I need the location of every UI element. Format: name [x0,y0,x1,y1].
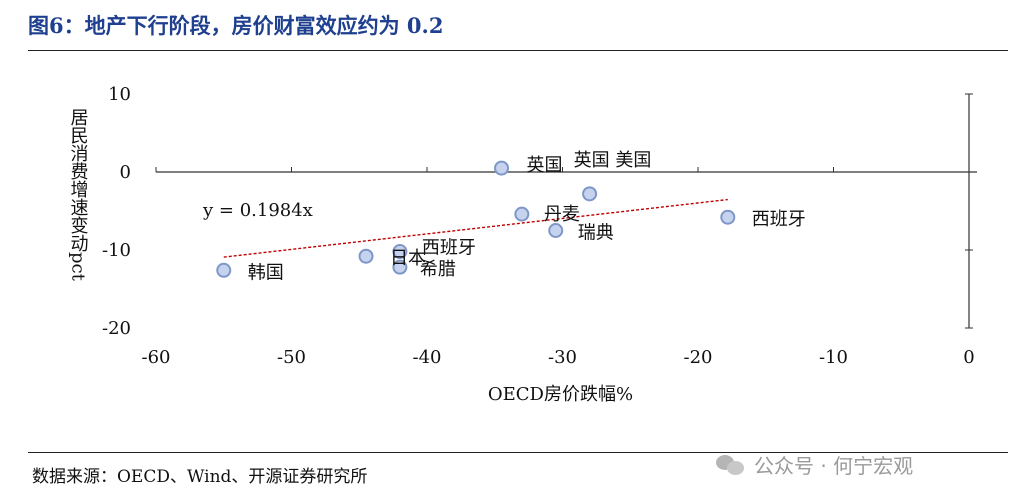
y-tick-label: -10 [102,240,131,261]
wechat-icon [716,453,746,477]
data-point [358,248,374,264]
x-tick-label: -50 [277,347,306,368]
scatter-chart: 10 0 -10 -20 -60 -50 -40 -30 -20 -10 0 OECD房价跌幅% 居民消… [68,84,977,405]
data-point [494,160,510,176]
point-label: 丹麦 [544,204,580,225]
data-point [216,262,232,278]
point-label: 希腊 [420,259,456,280]
data-point [720,209,736,225]
y-tick-label: -20 [102,318,131,339]
point-label: 英国 [527,155,563,176]
data-point [514,206,530,222]
y-tick-label: 10 [108,84,131,105]
x-tick-label: 0 [963,347,974,368]
x-tick-label: -20 [684,347,713,368]
figure-title: 图6：地产下行阶段，房价财富效应约为 0.2 [28,13,444,38]
data-point [392,244,408,260]
point-label: 瑞典 [578,223,614,244]
data-point [582,186,598,202]
x-tick-label: -40 [413,347,442,368]
x-tick-label: -30 [548,347,577,368]
point-label: 西班牙 [422,238,476,259]
trendline-layer: y = 0.1984x [202,198,728,258]
chart-axes: 10 0 -10 -20 -60 -50 -40 -30 -20 -10 0 OECD房价跌幅% 居民消… [68,84,977,405]
source-note: 数据来源：OECD、Wind、开源证券研究所 [32,467,368,487]
title-divider [28,50,1008,51]
footer-divider [28,452,1008,453]
x-tick-label: -60 [142,347,171,368]
points-layer [216,160,736,278]
data-point [392,259,408,275]
watermark: 公众号 · 何宁宏观 [716,450,913,479]
trendline-equation: y = 0.1984x [202,200,313,221]
data-point [548,223,564,238]
point-label: 英国 美国 [574,150,652,171]
trendline [223,198,728,258]
x-tick-label: -10 [819,347,848,368]
y-axis-title: 居民消费增速变动pct [68,108,89,282]
point-label: 韩国 [248,262,284,283]
y-tick-label: 0 [120,162,131,183]
point-label: 日本 [390,248,426,269]
x-axis-title: OECD房价跌幅% [488,384,633,405]
point-label: 西班牙 [752,209,806,230]
watermark-text: 公众号 · 何宁宏观 [754,454,914,478]
